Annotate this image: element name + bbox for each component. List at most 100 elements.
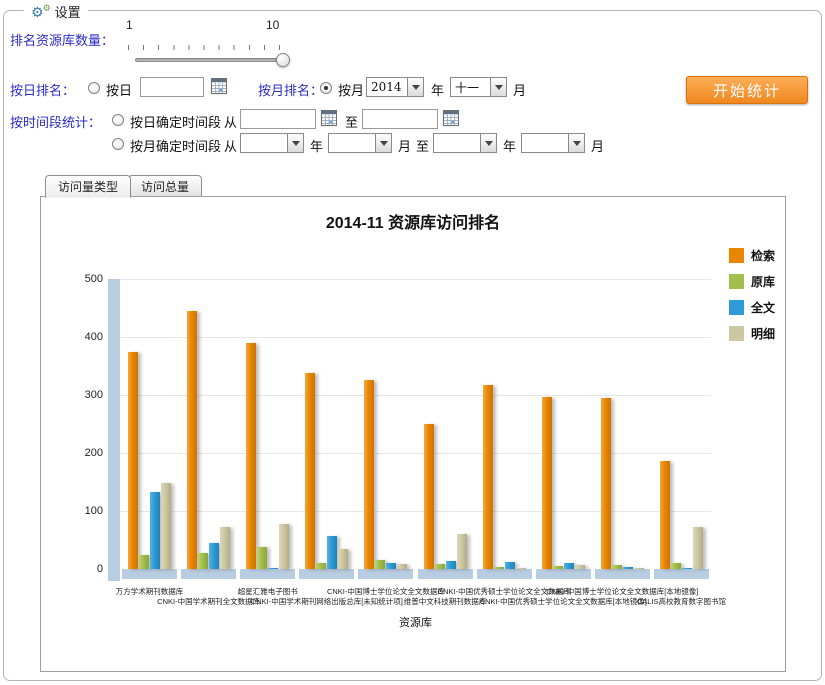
month-select-value[interactable]: 十一 xyxy=(450,77,490,97)
chevron-down-icon xyxy=(573,141,581,146)
period-to-year-value[interactable] xyxy=(433,133,480,153)
legend-swatch xyxy=(729,300,744,315)
period-monthly-radio[interactable] xyxy=(112,138,124,150)
period-from-calendar-button[interactable] xyxy=(320,110,337,127)
year-suffix: 年 xyxy=(431,80,444,99)
period-to-date-input[interactable] xyxy=(362,109,438,129)
period-daily-from-label: 从 xyxy=(224,112,237,131)
gridline xyxy=(120,337,711,338)
legend-swatch xyxy=(729,248,744,263)
period-to-month-value[interactable] xyxy=(521,133,568,153)
period-from-date-input[interactable] xyxy=(240,109,316,129)
monthly-rank-radio[interactable] xyxy=(320,82,332,94)
bar-原库 xyxy=(494,567,504,569)
y-tick-label: 100 xyxy=(61,505,103,517)
calendar-icon xyxy=(443,110,459,126)
period-from-year-select[interactable] xyxy=(240,133,304,153)
daily-date-input[interactable] xyxy=(140,77,204,97)
x-axis-segment xyxy=(181,569,236,579)
y-tick-label: 500 xyxy=(61,273,103,285)
chevron-down-icon xyxy=(292,141,300,146)
bar-全文 xyxy=(682,568,692,569)
bar-全文 xyxy=(209,543,219,569)
bar-明细 xyxy=(220,527,230,569)
gridline xyxy=(120,395,711,396)
bar-全文 xyxy=(505,562,515,569)
gridline xyxy=(120,453,711,454)
period-to-year-suffix: 年 xyxy=(503,136,516,155)
slider-label: 排名资源库数量： xyxy=(10,30,114,49)
chart-legend: 检索原库全文明细 xyxy=(729,247,775,351)
period-to-month-select[interactable] xyxy=(521,133,585,153)
bar-明细 xyxy=(338,549,348,569)
bar-检索 xyxy=(128,352,138,570)
bar-明细 xyxy=(516,568,526,569)
x-axis-segment xyxy=(654,569,709,579)
calendar-icon xyxy=(211,78,227,94)
tab-visit-total[interactable]: 访问总量 xyxy=(128,175,202,197)
x-category-label: CNKI-中国优秀硕士学位论文全文数据库[本地镜像] xyxy=(480,596,647,607)
bar-检索 xyxy=(187,311,197,569)
monthly-rank-label: 按月排名： xyxy=(258,80,323,99)
bar-明细 xyxy=(634,568,644,569)
legend-swatch xyxy=(729,326,744,341)
period-from-year-value[interactable] xyxy=(240,133,287,153)
bar-全文 xyxy=(446,561,456,569)
bar-明细 xyxy=(279,524,289,569)
period-to-month-button[interactable] xyxy=(568,133,585,153)
bar-明细 xyxy=(397,564,407,569)
period-label: 按时间段统计： xyxy=(10,112,101,131)
slider-track[interactable] xyxy=(135,58,290,62)
slider-thumb[interactable] xyxy=(276,53,290,67)
bar-检索 xyxy=(542,397,552,569)
bar-原库 xyxy=(671,563,681,569)
y-tick-label: 400 xyxy=(61,331,103,343)
period-to-year-select[interactable] xyxy=(433,133,497,153)
legend-label: 原库 xyxy=(751,273,775,290)
year-select-value[interactable]: 2014 xyxy=(366,77,407,97)
daily-calendar-button[interactable] xyxy=(210,78,227,95)
x-category-label: CALIS高校教育数字图书馆 xyxy=(637,596,726,607)
bar-原库 xyxy=(553,566,563,569)
period-to-month-suffix: 月 xyxy=(591,136,604,155)
x-axis-segment xyxy=(595,569,650,579)
month-suffix: 月 xyxy=(513,80,526,99)
bar-检索 xyxy=(601,398,611,569)
bar-原库 xyxy=(139,555,149,569)
year-select-button[interactable] xyxy=(407,77,424,97)
bar-检索 xyxy=(246,343,256,569)
period-to-year-button[interactable] xyxy=(480,133,497,153)
legend-label: 全文 xyxy=(751,299,775,316)
period-from-month-value[interactable] xyxy=(328,133,375,153)
legend-item: 全文 xyxy=(729,299,775,316)
period-from-month-button[interactable] xyxy=(375,133,392,153)
settings-title: 设置 xyxy=(55,2,81,21)
slider-min-label: 1 xyxy=(126,18,133,32)
daily-rank-radio[interactable] xyxy=(88,82,100,94)
legend-item: 明细 xyxy=(729,325,775,342)
legend-item: 检索 xyxy=(729,247,775,264)
month-select[interactable]: 十一 xyxy=(450,77,507,97)
bar-原库 xyxy=(316,563,326,569)
period-daily-to-label: 至 xyxy=(345,112,358,131)
gridline xyxy=(120,511,711,512)
year-select[interactable]: 2014 xyxy=(366,77,424,97)
bar-检索 xyxy=(305,373,315,569)
start-statistics-button[interactable]: 开始统计 xyxy=(686,76,808,104)
month-select-button[interactable] xyxy=(490,77,507,97)
bar-原库 xyxy=(375,560,385,569)
legend-item: 原库 xyxy=(729,273,775,290)
period-from-year-button[interactable] xyxy=(287,133,304,153)
tab-visit-type[interactable]: 访问量类型 xyxy=(45,175,131,198)
x-axis-title: 资源库 xyxy=(120,614,711,630)
bar-原库 xyxy=(435,564,445,569)
x-category-label: 维普中文科技期刊数据库 xyxy=(404,596,487,607)
period-daily-radio[interactable] xyxy=(112,114,124,126)
x-axis-segment xyxy=(418,569,473,579)
period-from-month-select[interactable] xyxy=(328,133,392,153)
y-tick-label: 0 xyxy=(61,563,103,575)
period-to-calendar-button[interactable] xyxy=(442,110,459,127)
daily-rank-radio-label: 按日 xyxy=(106,80,132,99)
period-monthly-from-label: 从 xyxy=(224,136,237,155)
bar-明细 xyxy=(457,534,467,569)
